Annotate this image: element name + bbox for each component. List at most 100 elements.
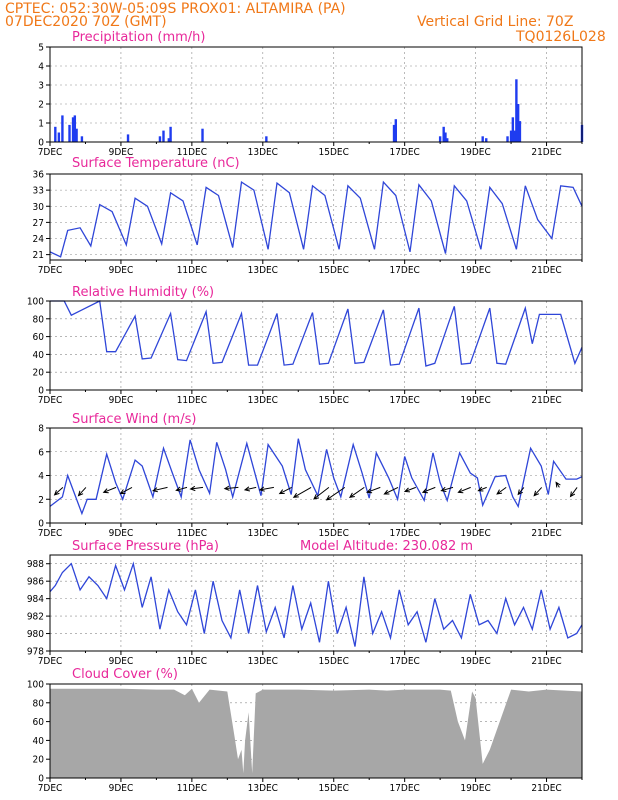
header-model-code: TQ0126L028	[515, 29, 606, 45]
wind-arrow	[278, 486, 292, 495]
rh-date-label: 17DEC	[389, 395, 419, 406]
precip-bar	[169, 126, 172, 142]
precip-title: Precipitation (mm/h)	[72, 30, 205, 45]
rh-series-line	[50, 300, 583, 367]
cloud-ytick-label: 40	[33, 736, 45, 747]
precip-bar	[481, 136, 484, 142]
cloud-ytick-label: 100	[27, 680, 44, 691]
wind-arrow	[53, 487, 64, 496]
rh-ytick-label: 60	[33, 332, 45, 343]
precip-bar	[513, 130, 516, 142]
cloud-date-label: 13DEC	[248, 783, 278, 794]
precip-bar	[516, 104, 520, 142]
precip-bar	[394, 119, 397, 142]
precip-bar	[392, 124, 396, 142]
temp-ytick-label: 33	[33, 186, 44, 197]
temperature-title: Surface Temperature (nC)	[72, 156, 240, 171]
wind-arrow	[533, 487, 543, 497]
precip-bar	[201, 128, 204, 142]
precip-ytick-label: 4	[38, 62, 44, 73]
wind-date-label: 9DEC	[109, 528, 134, 539]
wind-date-label: 7DEC	[38, 528, 63, 539]
precip-ytick-label: 3	[38, 81, 44, 92]
wind-arrow	[243, 486, 257, 492]
pressure-date-label: 13DEC	[248, 656, 278, 667]
temp-ytick-label: 21	[33, 250, 44, 261]
precip-bar	[75, 128, 78, 142]
precip-bar	[485, 138, 488, 142]
wind-date-label: 15DEC	[319, 528, 349, 539]
cloud-frame	[49, 683, 583, 779]
wind-arrow	[119, 486, 133, 495]
precip-bar	[444, 132, 447, 142]
wind-arrow	[555, 481, 561, 488]
precip-bar	[57, 132, 61, 142]
wind-date-label: 13DEC	[248, 528, 278, 539]
precip-ytick-label: 0	[38, 138, 44, 149]
model-altitude: Model Altitude: 230.082 m	[300, 539, 473, 554]
wind-arrow	[517, 487, 525, 496]
wind-arrow	[421, 486, 436, 494]
precip-date-label: 17DEC	[389, 147, 419, 158]
temp-date-label: 19DEC	[460, 265, 490, 276]
rh-date-label: 9DEC	[109, 395, 134, 406]
temp-frame	[49, 173, 583, 261]
precip-bar	[61, 115, 64, 142]
pressure-ytick-label: 984	[27, 594, 44, 605]
wind-arrow	[403, 486, 416, 493]
wind-ytick-label: 2	[38, 495, 44, 506]
wind-ytick-label: 6	[38, 447, 44, 458]
cloud-ytick-label: 20	[33, 755, 45, 766]
wind-series-line	[49, 438, 583, 516]
temp-ytick-label: 27	[33, 218, 44, 229]
cloud-date-label: 17DEC	[389, 783, 419, 794]
temp-ytick-label: 36	[33, 170, 45, 181]
precip-bar	[515, 79, 518, 142]
wind-arrow	[292, 486, 312, 498]
pressure-panel: 978 980 982 984 986 988 7DEC 9DEC 11DEC 13DEC 15DE…	[27, 554, 583, 667]
rh-date-label: 11DEC	[177, 395, 207, 406]
precip-bar	[265, 136, 268, 142]
pressure-title: Surface Pressure (hPa)	[72, 539, 219, 554]
pressure-date-label: 19DEC	[460, 656, 490, 667]
rh-ytick-label: 80	[33, 314, 45, 325]
temp-ytick-label: 24	[33, 234, 45, 245]
temp-date-label: 11DEC	[177, 265, 207, 276]
cloud-date-label: 7DEC	[38, 783, 63, 794]
precip-bar	[68, 124, 71, 142]
rh-date-label: 19DEC	[460, 395, 490, 406]
pressure-date-label: 15DEC	[319, 656, 349, 667]
wind-arrow	[348, 486, 365, 498]
cloud-date-label: 11DEC	[177, 783, 207, 794]
pressure-ytick-label: 986	[27, 577, 44, 588]
cloud-date-label: 15DEC	[319, 783, 349, 794]
precip-bar	[438, 136, 442, 142]
precip-bar	[509, 130, 513, 142]
cloud-ytick-label: 80	[33, 698, 45, 709]
temp-panel: 21 24 27 30 33 36 7DEC 9DEC 11DEC 13DEC 15DEC 17DEC…	[33, 170, 583, 276]
rh-ytick-label: 40	[33, 350, 45, 361]
wind-panel: 0 2 4 6 8 7DEC 9DEC 11DEC 13DEC 15DEC 17DEC 19DEC 21…	[38, 424, 583, 539]
temp-date-label: 17DEC	[389, 265, 419, 276]
precip-bar	[446, 138, 449, 142]
wind-arrow	[325, 486, 346, 501]
precip-bar	[71, 117, 75, 142]
temp-ytick-label: 30	[33, 202, 45, 213]
temp-date-label: 15DEC	[319, 265, 349, 276]
wind-arrow	[313, 487, 330, 500]
wind-arrow	[77, 487, 87, 497]
wind-arrow	[175, 486, 188, 492]
rh-date-label: 7DEC	[38, 395, 63, 406]
header-date: 07DEC2020 70Z (GMT)	[5, 14, 167, 30]
pressure-date-label: 21DEC	[531, 656, 561, 667]
temp-date-label: 9DEC	[109, 265, 134, 276]
wind-date-label: 21DEC	[531, 528, 561, 539]
precip-date-label: 21DEC	[531, 147, 561, 158]
rh-date-label: 21DEC	[531, 395, 561, 406]
wind-ytick-label: 8	[38, 424, 44, 435]
rh-frame	[49, 300, 583, 391]
precip-ytick-label: 1	[38, 119, 44, 130]
wind-frame	[49, 427, 583, 524]
temp-date-label: 21DEC	[531, 265, 561, 276]
